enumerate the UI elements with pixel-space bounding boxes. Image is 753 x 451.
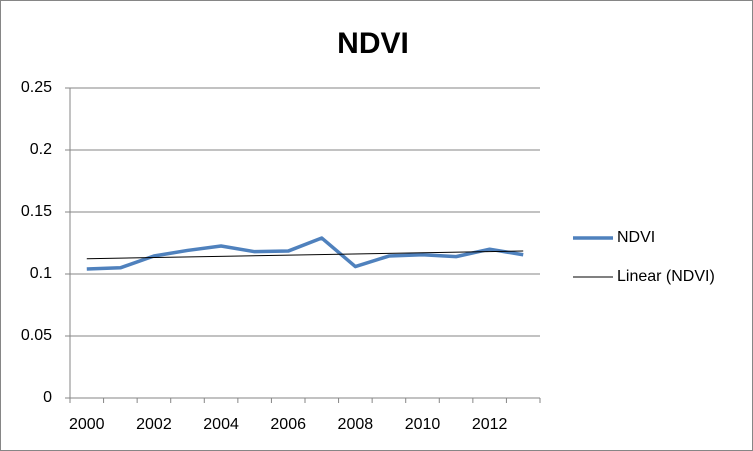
x-tick-label: 2004: [203, 416, 239, 433]
y-tick-label: 0.1: [30, 265, 52, 282]
y-tick-label: 0.15: [21, 203, 52, 220]
chart-title: NDVI: [337, 27, 409, 60]
legend-label: Linear (NDVI): [617, 268, 715, 285]
x-tick-label: 2000: [69, 416, 105, 433]
y-tick-label: 0.05: [21, 327, 52, 344]
legend-label: NDVI: [617, 229, 655, 246]
y-tick-label: 0: [43, 389, 52, 406]
trendline: [86, 250, 524, 260]
x-tick-label: 2002: [136, 416, 172, 433]
data-line: [86, 236, 524, 271]
x-tick-label: 2010: [405, 416, 441, 433]
x-tick-label: 2006: [270, 416, 306, 433]
y-tick-label: 0.2: [30, 141, 52, 158]
x-tick-label: 2008: [338, 416, 374, 433]
y-tick-label: 0.25: [21, 79, 52, 96]
x-tick-label: 2012: [472, 416, 508, 433]
